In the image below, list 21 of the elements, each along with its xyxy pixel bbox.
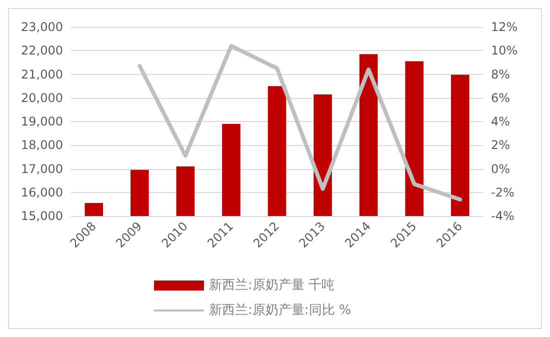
y-tick-label: 18,000 xyxy=(21,138,63,152)
y2-tick-label: 0% xyxy=(491,162,510,176)
y-tick-label: 15,000 xyxy=(21,209,63,223)
y-tick-label: 21,000 xyxy=(21,67,63,82)
y2-tick-label: 12% xyxy=(491,20,518,34)
y2-tick-label: 10% xyxy=(491,44,518,58)
legend-label: 新西兰:原奶产量 千吨 xyxy=(209,278,335,293)
y-tick-label: 16,000 xyxy=(21,185,63,200)
y2-tick-label: 2% xyxy=(491,138,510,152)
y2-tick-label: -2% xyxy=(491,185,514,200)
y-tick-label: 23,000 xyxy=(21,20,63,34)
y2-tick-label: 4% xyxy=(491,114,510,128)
y2-tick-label: 6% xyxy=(491,90,510,105)
y-tick-label: 20,000 xyxy=(21,90,63,105)
y-tick-label: 19,000 xyxy=(21,114,63,128)
y-tick-label: 22,000 xyxy=(21,44,63,58)
y-tick-label: 17,000 xyxy=(21,162,63,176)
line-series xyxy=(138,44,462,202)
y2-tick-label: 8% xyxy=(491,67,510,82)
y2-tick-label: -4% xyxy=(491,209,514,223)
legend-label: 新西兰:原奶产量:同比 % xyxy=(209,303,352,318)
